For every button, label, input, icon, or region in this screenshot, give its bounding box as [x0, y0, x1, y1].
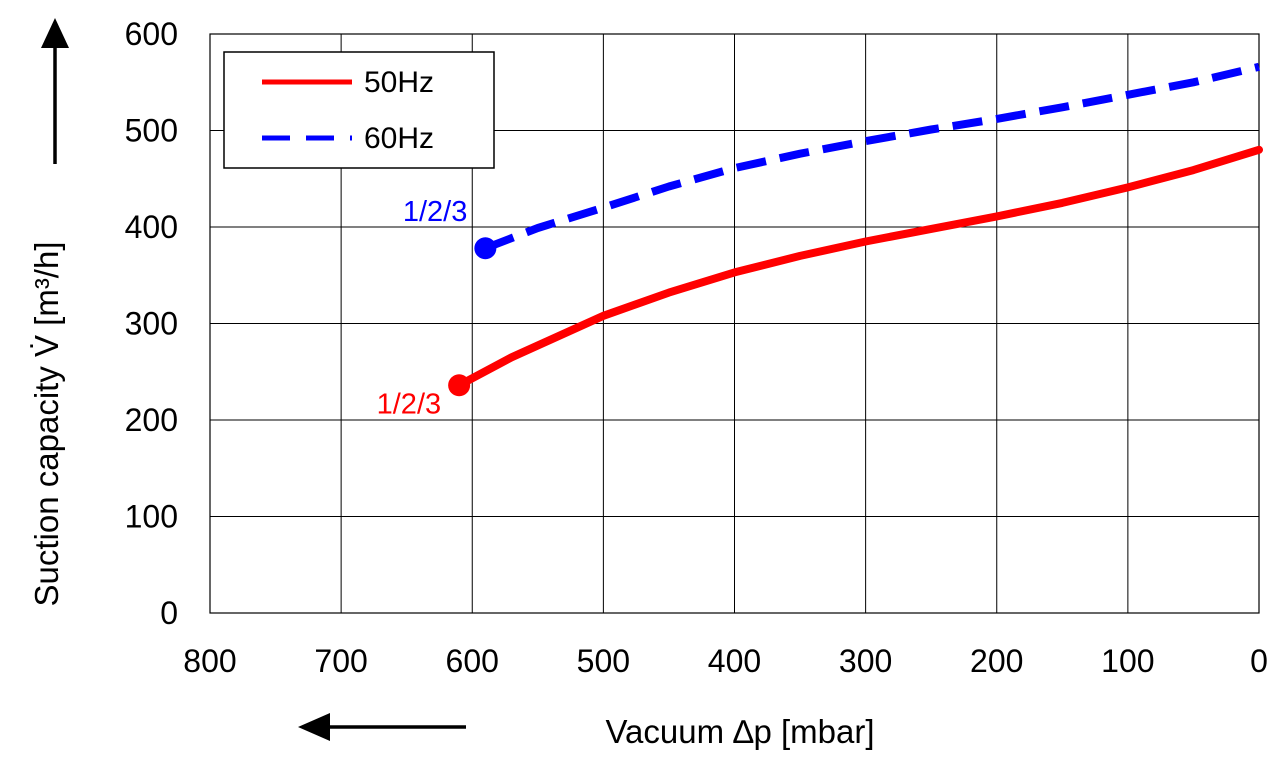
x-tick-label: 700 — [314, 643, 367, 679]
y-tick-label: 400 — [125, 209, 178, 245]
series-line-60hz — [483, 62, 1260, 252]
x-tick-label: 600 — [446, 643, 499, 679]
y-tick-label: 100 — [125, 499, 178, 535]
x-axis-title: Vacuum ∆p [mbar] — [605, 713, 874, 750]
x-tick-label: 200 — [970, 643, 1023, 679]
x-tick-label: 0 — [1250, 643, 1268, 679]
x-direction-arrow — [298, 713, 466, 741]
legend-label-50hz: 50Hz — [364, 66, 434, 99]
legend: 50Hz 60Hz — [223, 51, 495, 169]
y-tick-label: 0 — [160, 595, 178, 631]
y-tick-label: 200 — [125, 402, 178, 438]
x-axis-ticks: 800 700 600 500 400 300 200 100 0 — [183, 643, 1268, 679]
series-endpoint-60hz — [474, 237, 497, 260]
plot-frame — [209, 33, 1260, 614]
y-direction-arrow — [41, 18, 69, 164]
series-layer: 1/2/3 1/2/3 — [377, 62, 1263, 420]
y-axis-title: Suction capacity V̇ [m³/h] — [28, 242, 65, 607]
endpoint-label-50hz: 1/2/3 — [377, 388, 442, 420]
x-tick-label: 500 — [577, 643, 630, 679]
x-tick-label: 100 — [1101, 643, 1154, 679]
series-line-50hz — [455, 145, 1263, 390]
legend-label-60hz: 60Hz — [364, 122, 434, 155]
y-tick-label: 300 — [125, 306, 178, 342]
y-tick-label: 500 — [125, 113, 178, 149]
x-tick-label: 400 — [708, 643, 761, 679]
y-axis-ticks: 0 100 200 300 400 500 600 — [125, 16, 178, 631]
series-endpoint-50hz — [448, 374, 471, 397]
y-tick-label: 600 — [125, 16, 178, 52]
x-tick-label: 800 — [183, 643, 236, 679]
x-tick-label: 300 — [839, 643, 892, 679]
legend-box — [223, 51, 495, 169]
endpoint-label-60hz: 1/2/3 — [403, 196, 468, 228]
